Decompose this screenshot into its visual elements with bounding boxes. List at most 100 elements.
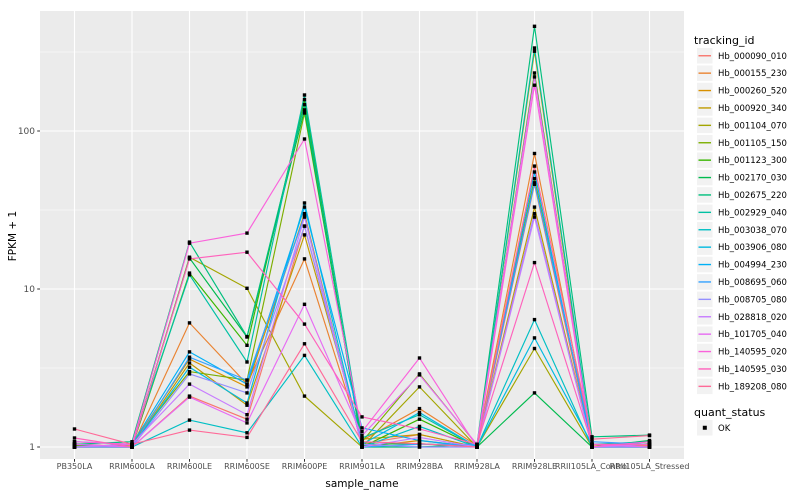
data-point <box>130 445 134 449</box>
legend-item-label: Hb_189208_080 <box>718 382 787 392</box>
axes: 1 10 100 PB350LA RRIM600LA RRIM600LE RRIM600SE… <box>18 127 690 471</box>
data-point <box>245 391 249 395</box>
data-point <box>245 413 249 417</box>
data-point <box>417 417 422 421</box>
data-point <box>187 321 192 325</box>
data-point <box>187 369 192 374</box>
data-point <box>302 137 307 141</box>
data-point <box>532 49 537 53</box>
legend-item-Hb_000155_230: Hb_000155_230 <box>697 65 787 81</box>
legend-item-label: Hb_000920_340 <box>718 104 787 114</box>
legend-item-Hb_140595_030: Hb_140595_030 <box>697 361 787 377</box>
data-point <box>647 440 652 444</box>
data-point <box>302 233 307 237</box>
x-tick-label: PB350LA <box>57 462 93 471</box>
legend-item-Hb_000920_340: Hb_000920_340 <box>697 100 787 116</box>
data-point <box>302 211 307 216</box>
legend-item-Hb_001123_300: Hb_001123_300 <box>697 152 787 168</box>
legend-item-label: Hb_028818_020 <box>718 313 787 323</box>
data-point <box>187 382 192 386</box>
data-point <box>532 260 537 265</box>
data-point <box>245 343 249 347</box>
x-tick-label: RRIM600LA <box>109 462 155 471</box>
data-point <box>360 445 364 449</box>
legend-item-Hb_028818_020: Hb_028818_020 <box>697 309 787 325</box>
legend-item-Hb_001104_070: Hb_001104_070 <box>697 117 787 134</box>
data-point <box>245 286 249 290</box>
data-point <box>360 430 364 434</box>
legend-item-Hb_002675_220: Hb_002675_220 <box>697 187 787 203</box>
data-point <box>187 241 192 245</box>
data-point <box>302 215 307 219</box>
data-point <box>187 395 192 399</box>
data-point <box>187 350 192 354</box>
y-axis-title: FPKM + 1 <box>7 211 19 261</box>
x-tick-label: RRIM928LA <box>454 462 500 471</box>
y-tick-label: 1 <box>29 443 35 453</box>
legend-item-label: Hb_004994_230 <box>718 261 787 271</box>
legend-item-label: Hb_002675_220 <box>718 191 787 201</box>
x-tick-label: RRIM600LE <box>167 462 212 471</box>
data-point <box>647 445 652 449</box>
x-tick-label: RRIM901LA <box>339 462 385 471</box>
legend-item-label: Hb_008695_060 <box>718 278 787 288</box>
data-point <box>532 181 537 185</box>
y-tick-label: 10 <box>24 285 36 295</box>
data-point <box>245 431 249 435</box>
data-point <box>72 442 77 446</box>
data-point <box>187 273 192 277</box>
data-point <box>532 391 537 395</box>
data-point <box>302 257 307 261</box>
data-point <box>532 151 537 156</box>
data-point <box>532 215 537 219</box>
data-point <box>187 418 192 422</box>
data-point <box>302 111 307 115</box>
data-point <box>360 433 364 438</box>
data-point <box>417 410 422 415</box>
data-point <box>417 438 422 443</box>
data-point <box>475 445 479 449</box>
legend-item-label: Hb_001123_300 <box>718 156 787 166</box>
data-point <box>532 205 537 209</box>
legend-item-label: Hb_008705_080 <box>718 295 787 305</box>
data-point <box>245 421 249 425</box>
data-point <box>72 427 77 431</box>
data-point <box>360 426 364 430</box>
legend-item-label: OK <box>718 424 731 434</box>
legend-item-Hb_140595_020: Hb_140595_020 <box>697 343 787 360</box>
legend-item-Hb_003038_070: Hb_003038_070 <box>697 222 787 238</box>
data-point <box>187 365 192 369</box>
data-point <box>590 442 594 446</box>
legend-item-Hb_000260_520: Hb_000260_520 <box>697 82 787 99</box>
data-point <box>302 102 307 107</box>
legend-item-Hb_008695_060: Hb_008695_060 <box>697 274 787 290</box>
data-point <box>532 336 537 340</box>
data-point <box>245 334 249 339</box>
data-point <box>187 257 192 261</box>
legend-item-Hb_189208_080: Hb_189208_080 <box>697 378 787 395</box>
data-point <box>647 442 652 446</box>
legend-item-Hb_002929_040: Hb_002929_040 <box>697 204 787 221</box>
data-point <box>532 176 537 181</box>
data-point <box>302 322 307 326</box>
legend-item-Hb_101705_040: Hb_101705_040 <box>697 326 787 342</box>
data-point <box>302 201 307 205</box>
legend-item-quant-ok: OK <box>697 420 731 436</box>
legend-item-Hb_001105_150: Hb_001105_150 <box>697 135 787 151</box>
data-point <box>302 224 307 228</box>
legend-item-label: Hb_001104_070 <box>718 121 787 131</box>
legend-item-label: Hb_140595_030 <box>718 365 787 375</box>
data-point <box>417 442 422 446</box>
y-tick-label: 100 <box>18 127 35 137</box>
legend-item-label: Hb_140595_020 <box>718 348 787 358</box>
data-point <box>417 424 422 429</box>
data-point <box>302 93 307 97</box>
data-point <box>360 442 364 446</box>
data-point <box>72 440 77 444</box>
legend-title-tracking-id: tracking_id <box>694 34 755 47</box>
data-point <box>417 445 422 449</box>
data-point <box>187 271 192 275</box>
data-point <box>417 432 422 437</box>
